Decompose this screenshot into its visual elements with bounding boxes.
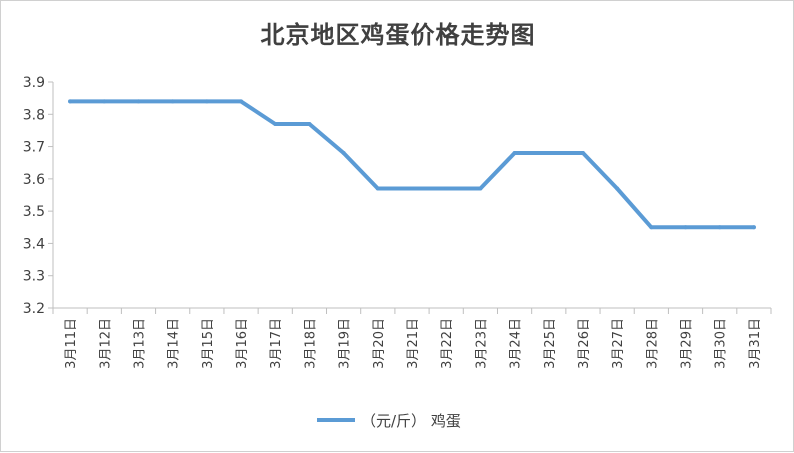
data-point [615,186,620,191]
x-tick-label: 3月13日 [132,318,147,369]
data-point [341,151,346,156]
data-point [239,99,244,104]
x-tick-label: 3月20日 [372,318,387,369]
y-tick-label: 3.2 [23,301,45,317]
data-point [273,121,278,126]
x-tick-label: 3月25日 [543,318,558,369]
legend-label: （元/斤） 鸡蛋 [361,412,461,430]
x-tick-label: 3月21日 [406,318,421,369]
x-tick-label: 3月26日 [577,318,592,369]
x-tick-labels: 3月11日 3月12日 3月13日 3月14日 3月15日 3月16日 3月17日 3月18日… [52,308,772,369]
x-tick-label: 3月24日 [509,318,524,369]
data-point [512,151,517,156]
data-points [68,99,756,230]
data-point [580,151,585,156]
data-point [478,186,483,191]
data-point [102,99,107,104]
x-tick-label: 3月19日 [338,318,353,369]
y-tick-label: 3.9 [23,75,45,91]
x-tick-label: 3月14日 [167,318,182,369]
data-point [204,99,209,104]
y-tick-label: 3.7 [23,140,45,156]
y-tick-label: 3.3 [23,269,45,285]
y-tick-label: 3.4 [23,236,45,252]
data-point [170,99,175,104]
legend: （元/斤） 鸡蛋 [317,412,461,430]
data-point [307,121,312,126]
x-tick-label: 3月16日 [235,318,250,369]
x-tick-label: 3月18日 [303,318,318,369]
x-tick-label: 3月27日 [611,318,626,369]
data-point [136,99,141,104]
y-tick-label: 3.8 [23,107,45,123]
x-tick-label: 3月12日 [98,318,113,369]
x-tick-label: 3月15日 [201,318,216,369]
x-tick-label: 3月23日 [474,318,489,369]
data-point [68,99,73,104]
data-point [546,151,551,156]
data-point [444,186,449,191]
x-tick-label: 3月22日 [440,318,455,369]
data-point [410,186,414,191]
x-tick-label: 3月30日 [714,318,729,369]
data-point [717,225,722,230]
data-point [375,186,380,191]
data-point [683,225,688,230]
series-line-egg [68,99,756,230]
y-tick-label: 3.6 [23,172,45,188]
y-tick-label: 3.5 [23,204,45,220]
data-point [751,225,756,230]
y-tick-labels: 3.2 3.3 3.4 3.5 3.6 3.7 3.8 3.9 [23,75,53,317]
chart-title: 北京地区鸡蛋价格走势图 [260,21,536,49]
data-point [649,225,654,230]
x-tick-label: 3月17日 [269,318,284,369]
x-tick-label: 3月29日 [680,318,695,369]
x-tick-label: 3月31日 [748,318,763,369]
x-tick-label: 3月28日 [645,318,660,369]
x-tick-label: 3月11日 [64,318,79,369]
